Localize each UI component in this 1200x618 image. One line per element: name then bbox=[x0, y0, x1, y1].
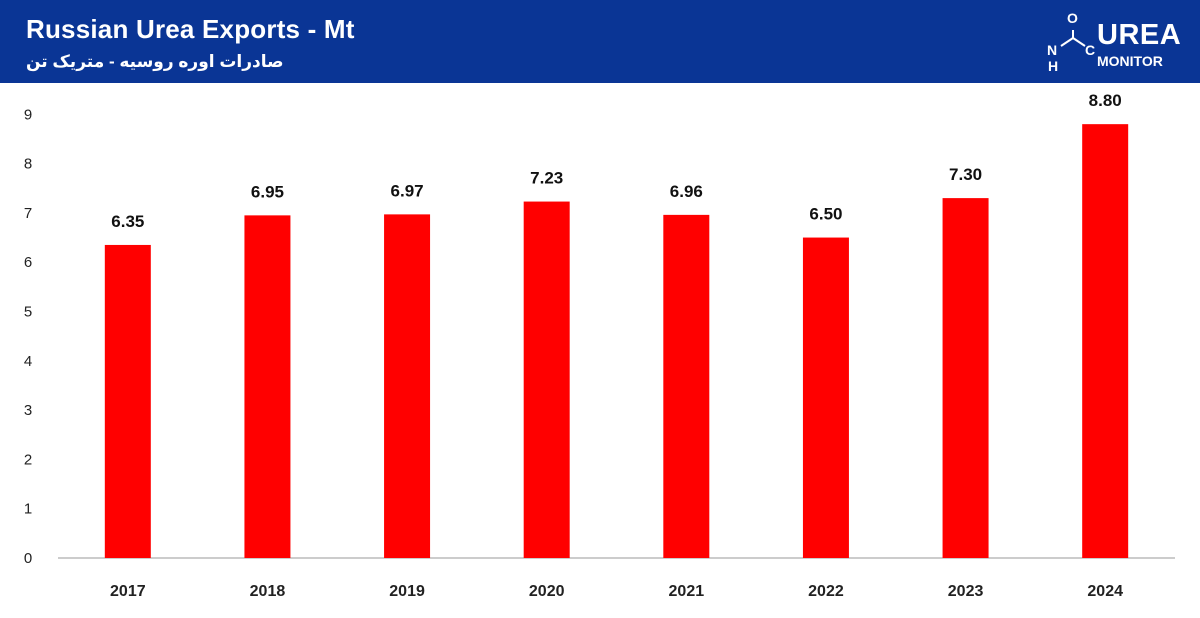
bar bbox=[942, 198, 989, 559]
data-label: 6.97 bbox=[391, 181, 424, 200]
chart-header: Russian Urea Exports - Mt صادرات اوره رو… bbox=[0, 0, 1200, 83]
bar bbox=[384, 214, 431, 558]
y-tick-label: 5 bbox=[24, 304, 32, 321]
x-tick-label: 2021 bbox=[669, 583, 705, 600]
chart-title: Russian Urea Exports - Mt bbox=[26, 14, 355, 44]
x-tick-label: 2020 bbox=[529, 583, 565, 600]
x-tick-label: 2022 bbox=[808, 583, 844, 600]
x-tick-label: 2024 bbox=[1087, 583, 1123, 600]
x-tick-label: 2023 bbox=[948, 583, 984, 600]
y-tick-label: 2 bbox=[24, 451, 32, 468]
y-tick-label: 1 bbox=[24, 501, 32, 518]
y-tick-label: 7 bbox=[24, 205, 32, 222]
data-label: 6.35 bbox=[111, 212, 144, 231]
data-label: 6.96 bbox=[670, 182, 703, 201]
molecule-icon bbox=[1060, 30, 1086, 47]
bar bbox=[1082, 124, 1129, 558]
bar bbox=[663, 214, 710, 558]
y-tick-label: 6 bbox=[24, 254, 32, 271]
logo-letter-n: N bbox=[1047, 42, 1058, 58]
logo-word: UREA bbox=[1097, 19, 1182, 51]
bar-chart: 0 1 2 3 4 5 6 7 8 9 6.35 2017 6.95 2018 6.97 2019 7.23 20… bbox=[24, 91, 1175, 600]
y-tick-label: 8 bbox=[24, 156, 32, 173]
data-label: 7.30 bbox=[949, 165, 982, 184]
data-label: 6.95 bbox=[251, 182, 284, 201]
urea-monitor-logo: O N H C UREA MONITOR bbox=[1045, 8, 1185, 76]
chart-subtitle: صادرات اوره روسیه - متریک تن bbox=[26, 52, 284, 71]
y-tick-label: 9 bbox=[24, 106, 32, 123]
y-tick-label: 4 bbox=[24, 353, 32, 370]
x-tick-label: 2018 bbox=[250, 583, 286, 600]
logo-letter-o: O bbox=[1067, 10, 1078, 26]
logo-subword: MONITOR bbox=[1097, 53, 1163, 69]
x-tick-label: 2017 bbox=[110, 583, 146, 600]
bar bbox=[523, 201, 570, 558]
x-tick-label: 2019 bbox=[389, 583, 425, 600]
y-tick-label: 3 bbox=[24, 402, 32, 419]
bar bbox=[802, 237, 849, 559]
y-tick-label: 0 bbox=[24, 550, 32, 567]
logo-letter-h: H bbox=[1048, 58, 1059, 74]
data-label: 7.23 bbox=[530, 169, 563, 188]
data-label: 8.80 bbox=[1089, 91, 1122, 110]
bar bbox=[244, 215, 291, 559]
data-label: 6.50 bbox=[809, 205, 842, 224]
bar bbox=[104, 244, 151, 558]
logo-letter-c: C bbox=[1085, 42, 1096, 58]
